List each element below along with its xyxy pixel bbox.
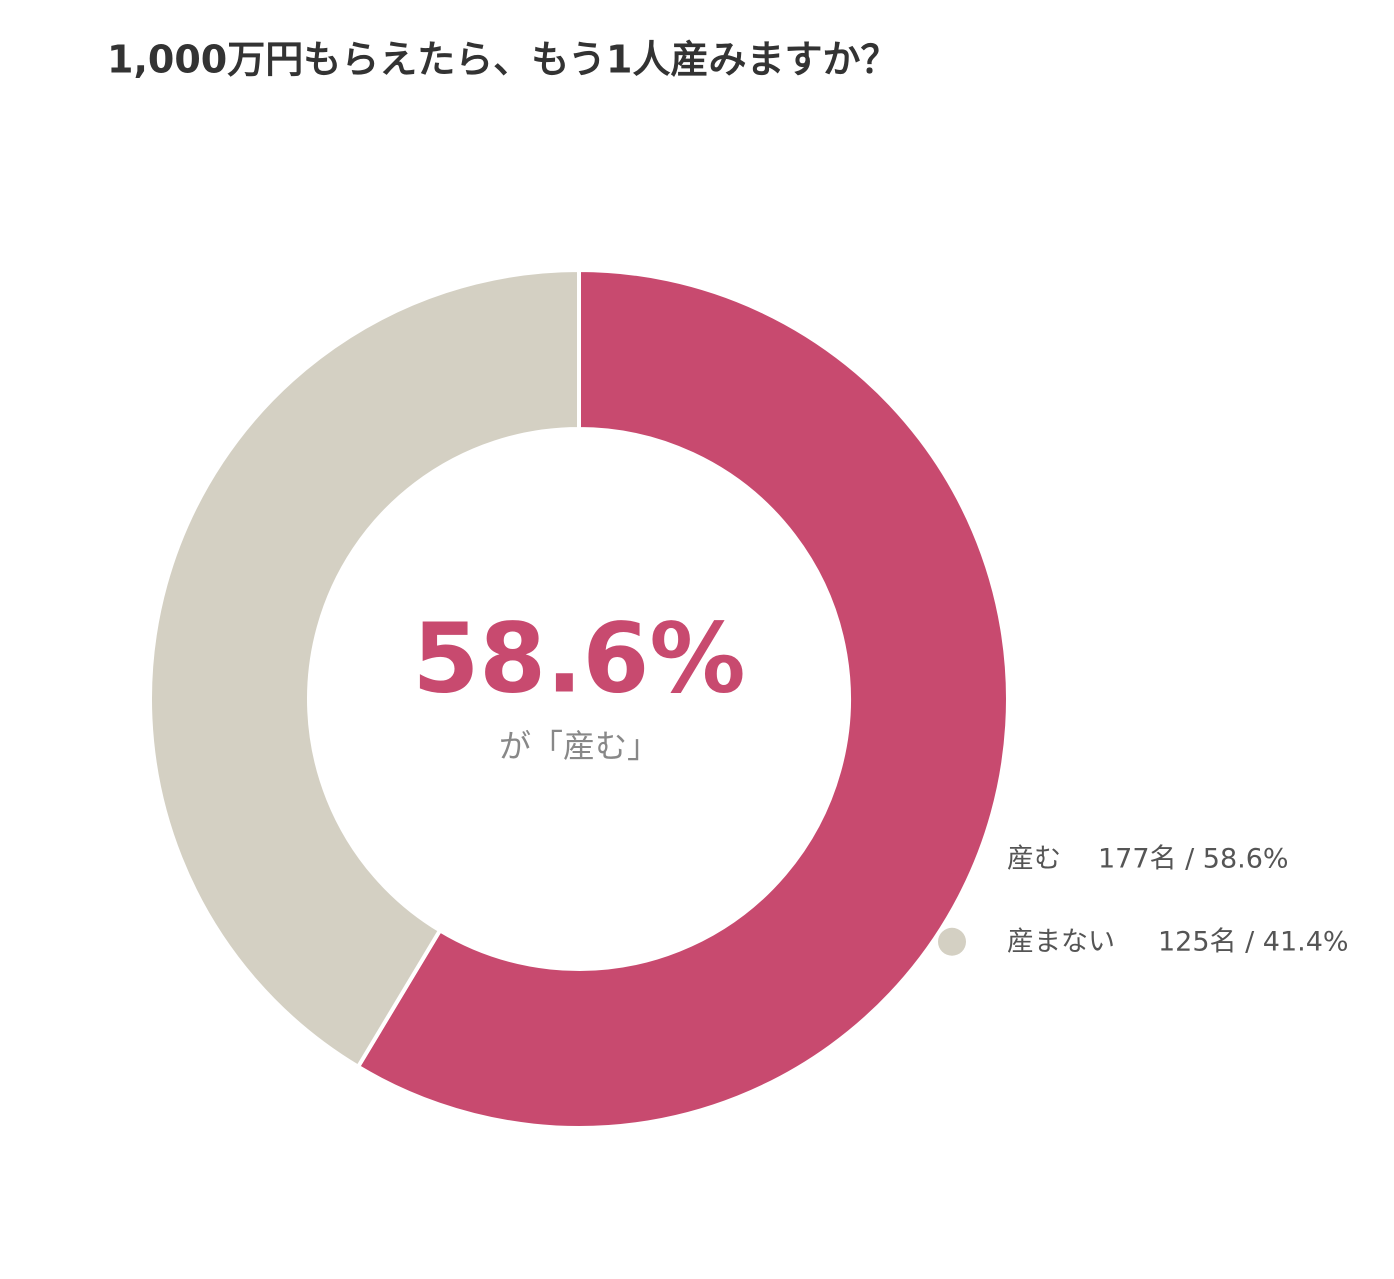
chart-title: 1,000万円もらえたら、もう1人産みますか？ (107, 38, 899, 82)
legend-value: 125名 / 41.4% (1158, 927, 1349, 958)
center-caption: が「産む」 (499, 727, 659, 765)
donut-slice (148, 267, 581, 1070)
legend-value: 177名 / 58.6% (1098, 844, 1289, 875)
legend-label: 産まない (1007, 927, 1115, 958)
legend-marker (938, 846, 966, 874)
legend-marker (938, 927, 966, 956)
legend-label: 産む (1007, 844, 1061, 875)
donut-slice (355, 267, 1010, 1130)
center-label: 58.6% (412, 602, 745, 714)
